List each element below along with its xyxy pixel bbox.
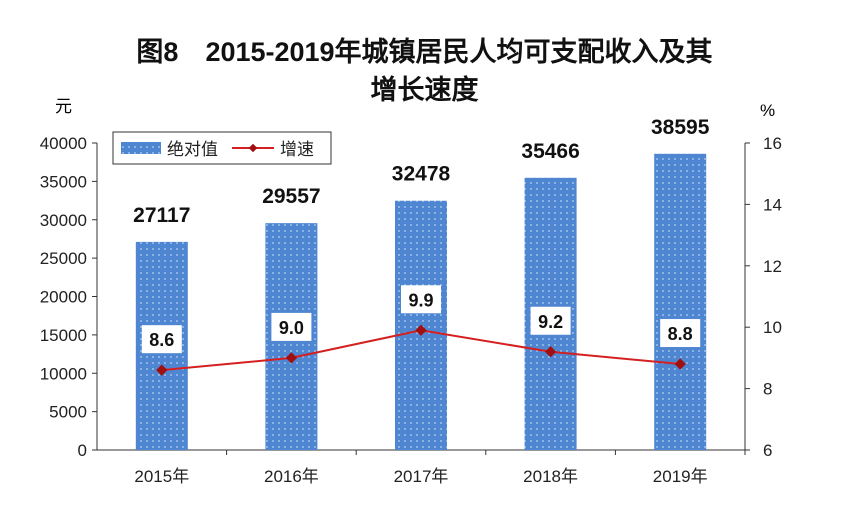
x-tick-label: 2015年 (134, 467, 189, 486)
left-tick-label: 40000 (40, 134, 87, 153)
left-tick-label: 5000 (49, 403, 87, 422)
left-axis-unit: 元 (55, 97, 72, 116)
growth-label-bg (530, 306, 571, 335)
growth-marker (674, 358, 686, 370)
right-tick-label: 6 (763, 441, 772, 460)
growth-marker (544, 346, 557, 358)
x-tick-label: 2018年 (523, 467, 578, 486)
growth-value-label: 9.2 (538, 312, 563, 332)
growth-label-bg (660, 319, 701, 348)
growth-marker (415, 324, 427, 336)
left-tick-label: 15000 (40, 326, 87, 345)
right-tick-label: 10 (763, 318, 782, 337)
chart-title-line2: 增长速度 (370, 75, 479, 105)
growth-value-label: 8.8 (668, 324, 693, 344)
legend-line-marker (248, 143, 258, 153)
left-tick-label: 10000 (40, 364, 87, 383)
bar-value-label: 38595 (651, 116, 710, 139)
growth-label-bg (401, 285, 441, 314)
left-tick-label: 35000 (40, 172, 87, 191)
x-tick-label: 2016年 (264, 467, 319, 486)
left-tick-label: 0 (78, 441, 87, 460)
bar (654, 153, 707, 450)
growth-label-bg (141, 325, 182, 354)
growth-value-label: 8.6 (149, 330, 174, 350)
right-tick-label: 12 (763, 257, 782, 276)
left-tick-label: 25000 (40, 249, 87, 268)
left-tick-label: 30000 (40, 211, 87, 230)
bar-value-label: 29557 (262, 185, 320, 208)
right-tick-label: 14 (763, 195, 782, 214)
growth-marker (156, 364, 168, 376)
legend-bar-label: 绝对值 (167, 140, 218, 159)
legend-line-label: 增速 (280, 140, 314, 159)
growth-label-bg (271, 312, 312, 341)
growth-value-label: 9.0 (279, 318, 304, 338)
bar-value-label: 32478 (392, 163, 451, 186)
left-tick-label: 20000 (40, 288, 87, 307)
bar-value-label: 35466 (521, 140, 579, 163)
chart-title-line1: 图8 2015-2019年城镇居民人均可支配收入及其 (136, 37, 713, 67)
growth-marker (285, 352, 298, 364)
right-tick-label: 8 (763, 380, 772, 399)
right-axis-unit: % (760, 101, 775, 120)
legend-bar-swatch (121, 142, 161, 154)
right-tick-label: 16 (763, 134, 782, 153)
growth-value-label: 9.9 (408, 290, 433, 310)
x-tick-label: 2017年 (394, 467, 449, 486)
bar-value-label: 27117 (133, 204, 190, 227)
x-tick-label: 2019年 (653, 467, 708, 486)
